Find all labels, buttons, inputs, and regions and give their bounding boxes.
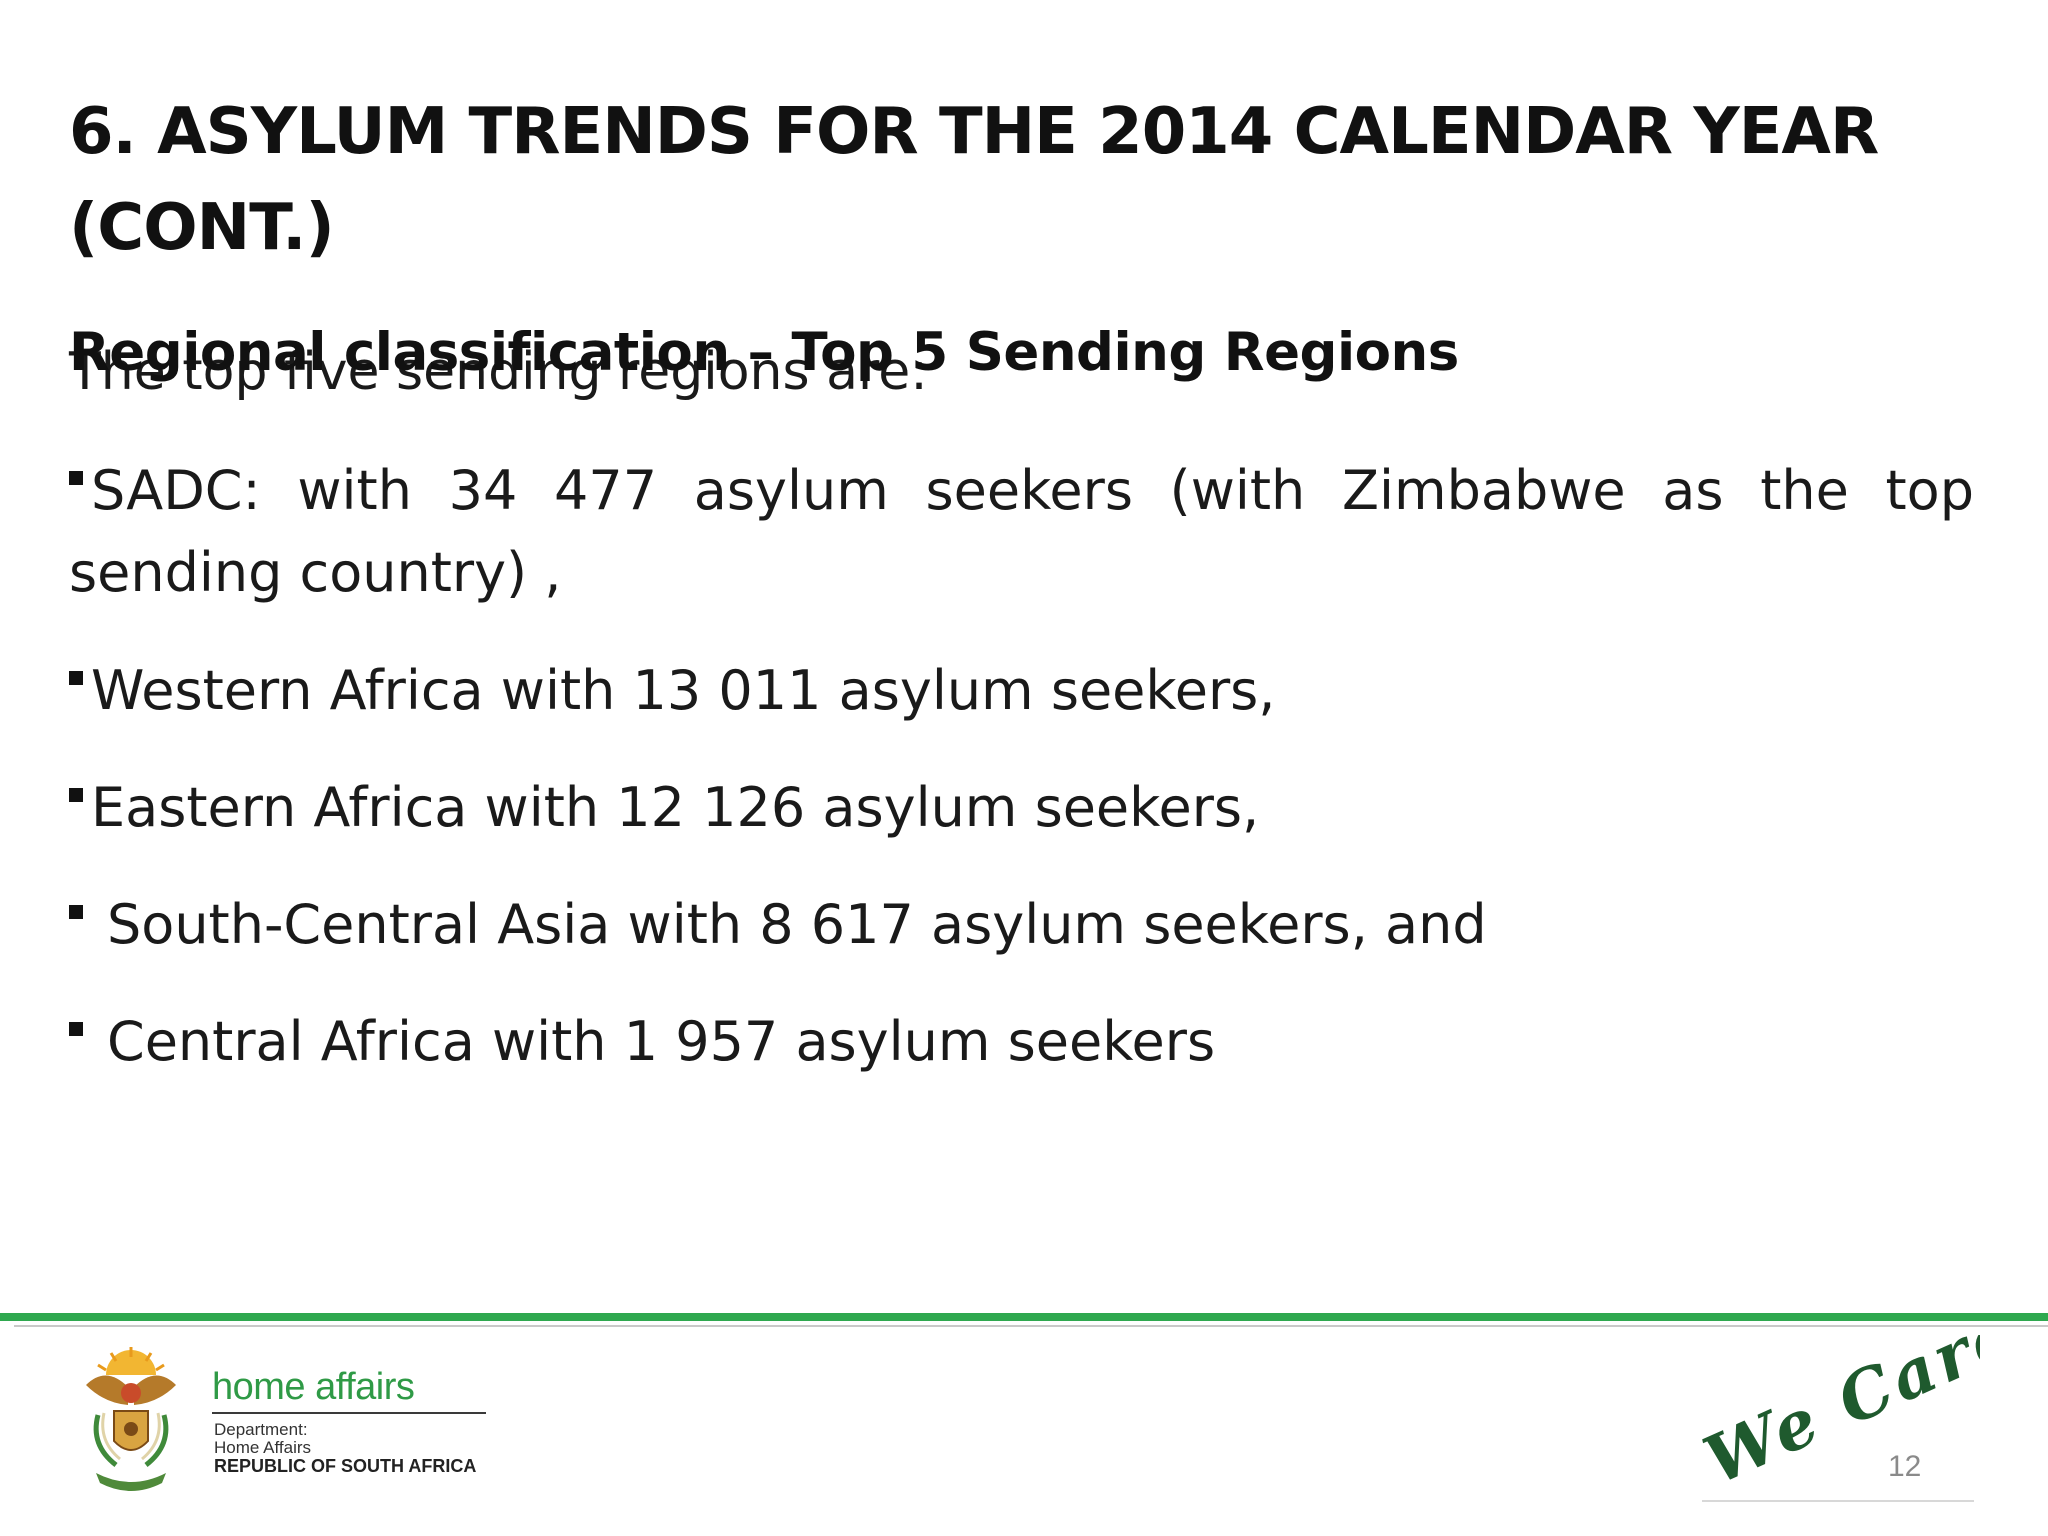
list-item: Central Africa with 1 957 asylum seekers [69, 1001, 1215, 1083]
section-subtitle: Regional classification – Top 5 Sending … [69, 322, 1459, 383]
list-item: South-Central Asia with 8 617 asylum see… [69, 884, 1487, 966]
list-item: Eastern Africa with 12 126 asylum seeker… [69, 767, 1259, 849]
square-bullet-icon [69, 1022, 83, 1036]
page-number: 12 [1888, 1450, 1922, 1483]
slide-title: 6. ASYLUM TRENDS FOR THE 2014 CALENDAR Y… [69, 95, 1879, 265]
slogan-rule [1702, 1500, 1974, 1502]
square-bullet-icon [69, 788, 83, 802]
brand-rule [212, 1412, 486, 1414]
dept-name: Home Affairs [214, 1438, 312, 1457]
square-bullet-icon [69, 471, 83, 485]
list-item: SADC: with 34 477 asylum seekers (with Z… [69, 450, 1974, 614]
intro-text: The top five sending regions are: [69, 342, 928, 402]
dept-label: Department: [214, 1420, 308, 1439]
brand-name: home affairs [212, 1366, 415, 1408]
list-item-text: Western Africa with 13 011 asylum seeker… [91, 659, 1276, 722]
country-name: REPUBLIC OF SOUTH AFRICA [214, 1456, 477, 1476]
list-item-text: South-Central Asia with 8 617 asylum see… [107, 893, 1487, 956]
we-care-slogan: We Care! [1700, 1335, 1980, 1500]
coat-of-arms-icon [76, 1345, 186, 1495]
list-item: Western Africa with 13 011 asylum seeker… [69, 650, 1275, 732]
square-bullet-icon [69, 671, 83, 685]
footer-accent-line [0, 1313, 2048, 1321]
list-item-text: Central Africa with 1 957 asylum seekers [107, 1010, 1216, 1073]
footer-divider [14, 1325, 2048, 1327]
slogan-text: We Care! [1700, 1335, 1980, 1500]
square-bullet-icon [69, 905, 83, 919]
list-item-text: SADC: with 34 477 asylum seekers (with Z… [69, 459, 1974, 604]
list-item-text: Eastern Africa with 12 126 asylum seeker… [91, 776, 1260, 839]
